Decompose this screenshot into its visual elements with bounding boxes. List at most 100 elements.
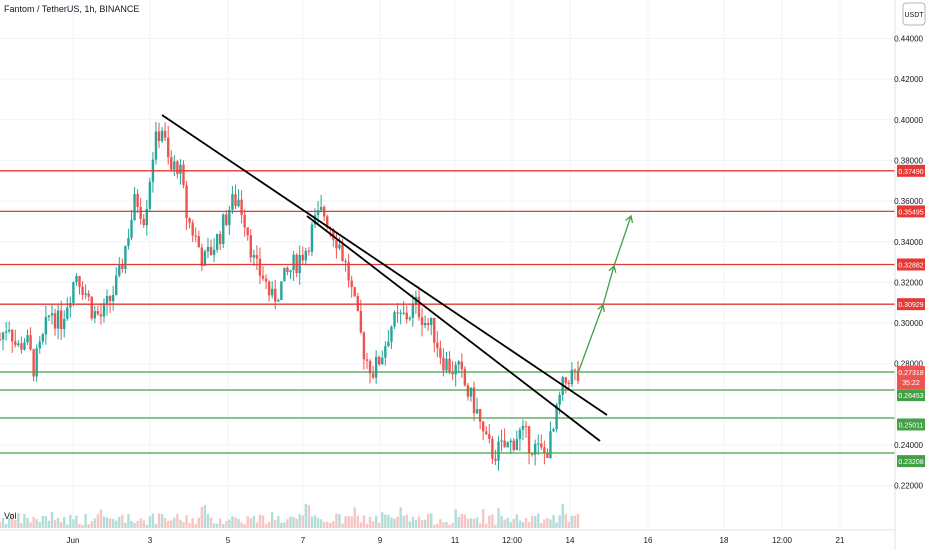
resistance-label: 0.37490: [898, 169, 923, 176]
candle-body: [365, 359, 369, 361]
volume-bar: [469, 518, 473, 528]
volume-bar: [145, 524, 148, 528]
time-tick-label: 3: [148, 536, 153, 545]
current-price-tag: [897, 366, 925, 389]
volume-bar: [460, 514, 463, 528]
candle-body: [78, 275, 81, 287]
candle-body: [237, 199, 240, 207]
candle-body: [23, 342, 26, 350]
volume-bar: [274, 520, 277, 528]
volume-bar: [124, 522, 127, 528]
volume-bar: [576, 514, 580, 528]
candle-body: [530, 452, 534, 455]
volume-bar: [530, 515, 534, 528]
price-tick-label: 0.24000: [894, 441, 923, 450]
time-tick-label: 18: [720, 536, 729, 545]
candle-body: [558, 394, 561, 405]
time-tick-label: 11: [451, 536, 460, 545]
candle-body: [497, 441, 500, 461]
volume-bar: [96, 514, 100, 528]
candle-body: [457, 361, 460, 365]
volume-bar: [246, 516, 249, 528]
candle-body: [442, 357, 445, 371]
volume-bar: [341, 523, 344, 528]
candle-body: [546, 453, 549, 458]
volume-bar: [81, 524, 84, 528]
volume-bar: [570, 515, 574, 528]
volume-bar: [69, 514, 72, 528]
candle-body: [267, 281, 271, 296]
candle-body: [72, 282, 75, 304]
volume-bar: [430, 513, 433, 528]
volume-bar: [252, 515, 256, 528]
volume-bar: [332, 521, 335, 528]
volume-bar: [32, 516, 35, 528]
volume-bar: [14, 519, 17, 528]
arrow-head: [608, 264, 617, 273]
candle-body: [555, 404, 558, 430]
candle-body: [75, 275, 78, 283]
candle-body: [124, 245, 127, 269]
candle-body: [4, 331, 8, 333]
volume-bar: [206, 514, 210, 528]
price-tick-label: 0.38000: [894, 156, 923, 165]
volume-bar: [249, 518, 252, 528]
volume-bar: [53, 519, 57, 528]
candle-body: [332, 229, 335, 240]
candle-body: [316, 210, 320, 216]
candle-body: [261, 275, 265, 279]
volume-bar: [494, 524, 497, 528]
candle-body: [485, 431, 488, 435]
time-tick-label: 16: [644, 536, 653, 545]
candle-body: [252, 255, 256, 258]
volume-bar: [234, 517, 237, 528]
candle-body: [26, 335, 29, 343]
resistance-tag: [897, 258, 925, 271]
candle-body: [93, 311, 97, 319]
volume-bar: [44, 516, 48, 528]
candle-body: [405, 312, 408, 320]
volume-bar: [503, 519, 506, 528]
projection-arrow: [577, 214, 634, 374]
candle-body: [277, 300, 280, 302]
candle-body: [454, 364, 457, 375]
candle-body: [326, 216, 329, 228]
volume-bar: [283, 522, 286, 528]
volume-bar: [228, 519, 231, 528]
volume-bar: [75, 515, 78, 528]
volume-bar: [185, 515, 188, 528]
volume-bar: [359, 522, 363, 528]
support-label: 0.25011: [899, 422, 924, 429]
volume-bar: [405, 514, 408, 528]
candle-body: [567, 382, 571, 385]
volume-bar: [170, 520, 173, 528]
candle-body: [270, 288, 274, 296]
volume-bar: [414, 519, 418, 528]
volume-bar: [289, 516, 292, 528]
volume-bar: [200, 506, 204, 528]
volume-bar: [368, 516, 372, 528]
volume-bar: [26, 517, 29, 528]
candle-body: [185, 185, 188, 219]
volume-bar: [154, 523, 158, 528]
candle-body: [313, 215, 317, 225]
volume-bar: [63, 517, 66, 528]
volume-bar: [485, 523, 488, 528]
volume-bar: [451, 522, 454, 528]
arrow-head: [625, 214, 634, 223]
volume-bar: [90, 521, 93, 528]
candle-body: [430, 317, 433, 326]
volume-bar: [310, 516, 314, 528]
candle-body: [188, 218, 191, 223]
volume-bar: [264, 523, 268, 528]
candle-body: [451, 372, 454, 375]
volume-bar: [225, 521, 228, 528]
candle-body: [243, 214, 246, 228]
volume-bar: [139, 518, 142, 528]
candle-body: [274, 288, 277, 302]
candle-body: [445, 358, 448, 371]
volume-bar: [258, 514, 262, 528]
candle-body: [142, 218, 145, 226]
volume-bar: [182, 522, 185, 528]
